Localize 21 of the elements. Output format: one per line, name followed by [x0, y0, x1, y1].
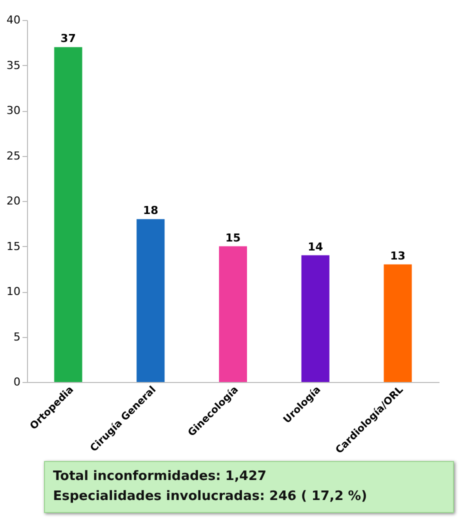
data-label: 14	[308, 240, 324, 254]
y-tick-label: 20	[6, 194, 20, 208]
y-tick-label: 5	[14, 330, 20, 344]
data-label: 37	[60, 32, 76, 46]
y-tick-label: 35	[6, 58, 20, 72]
bar	[54, 47, 82, 382]
data-label: 15	[225, 231, 241, 244]
y-tick-label: 40	[6, 14, 20, 26]
bar	[218, 246, 248, 382]
text: Especialidades involucradas: 246 ( 17,2 %)	[53, 488, 368, 506]
y-tick-label: 0	[14, 376, 20, 388]
data-label: 13	[390, 249, 406, 262]
y-tick-label: 15	[6, 240, 20, 253]
y-tick-label: 10	[6, 285, 20, 298]
data-label: 18	[142, 204, 158, 218]
bar	[384, 264, 412, 382]
y-tick-label: 30	[6, 104, 20, 117]
text: Total inconformidades: 1,427	[53, 468, 268, 486]
bar	[301, 255, 330, 382]
y-tick-label: 25	[6, 149, 20, 162]
bar	[136, 219, 165, 382]
